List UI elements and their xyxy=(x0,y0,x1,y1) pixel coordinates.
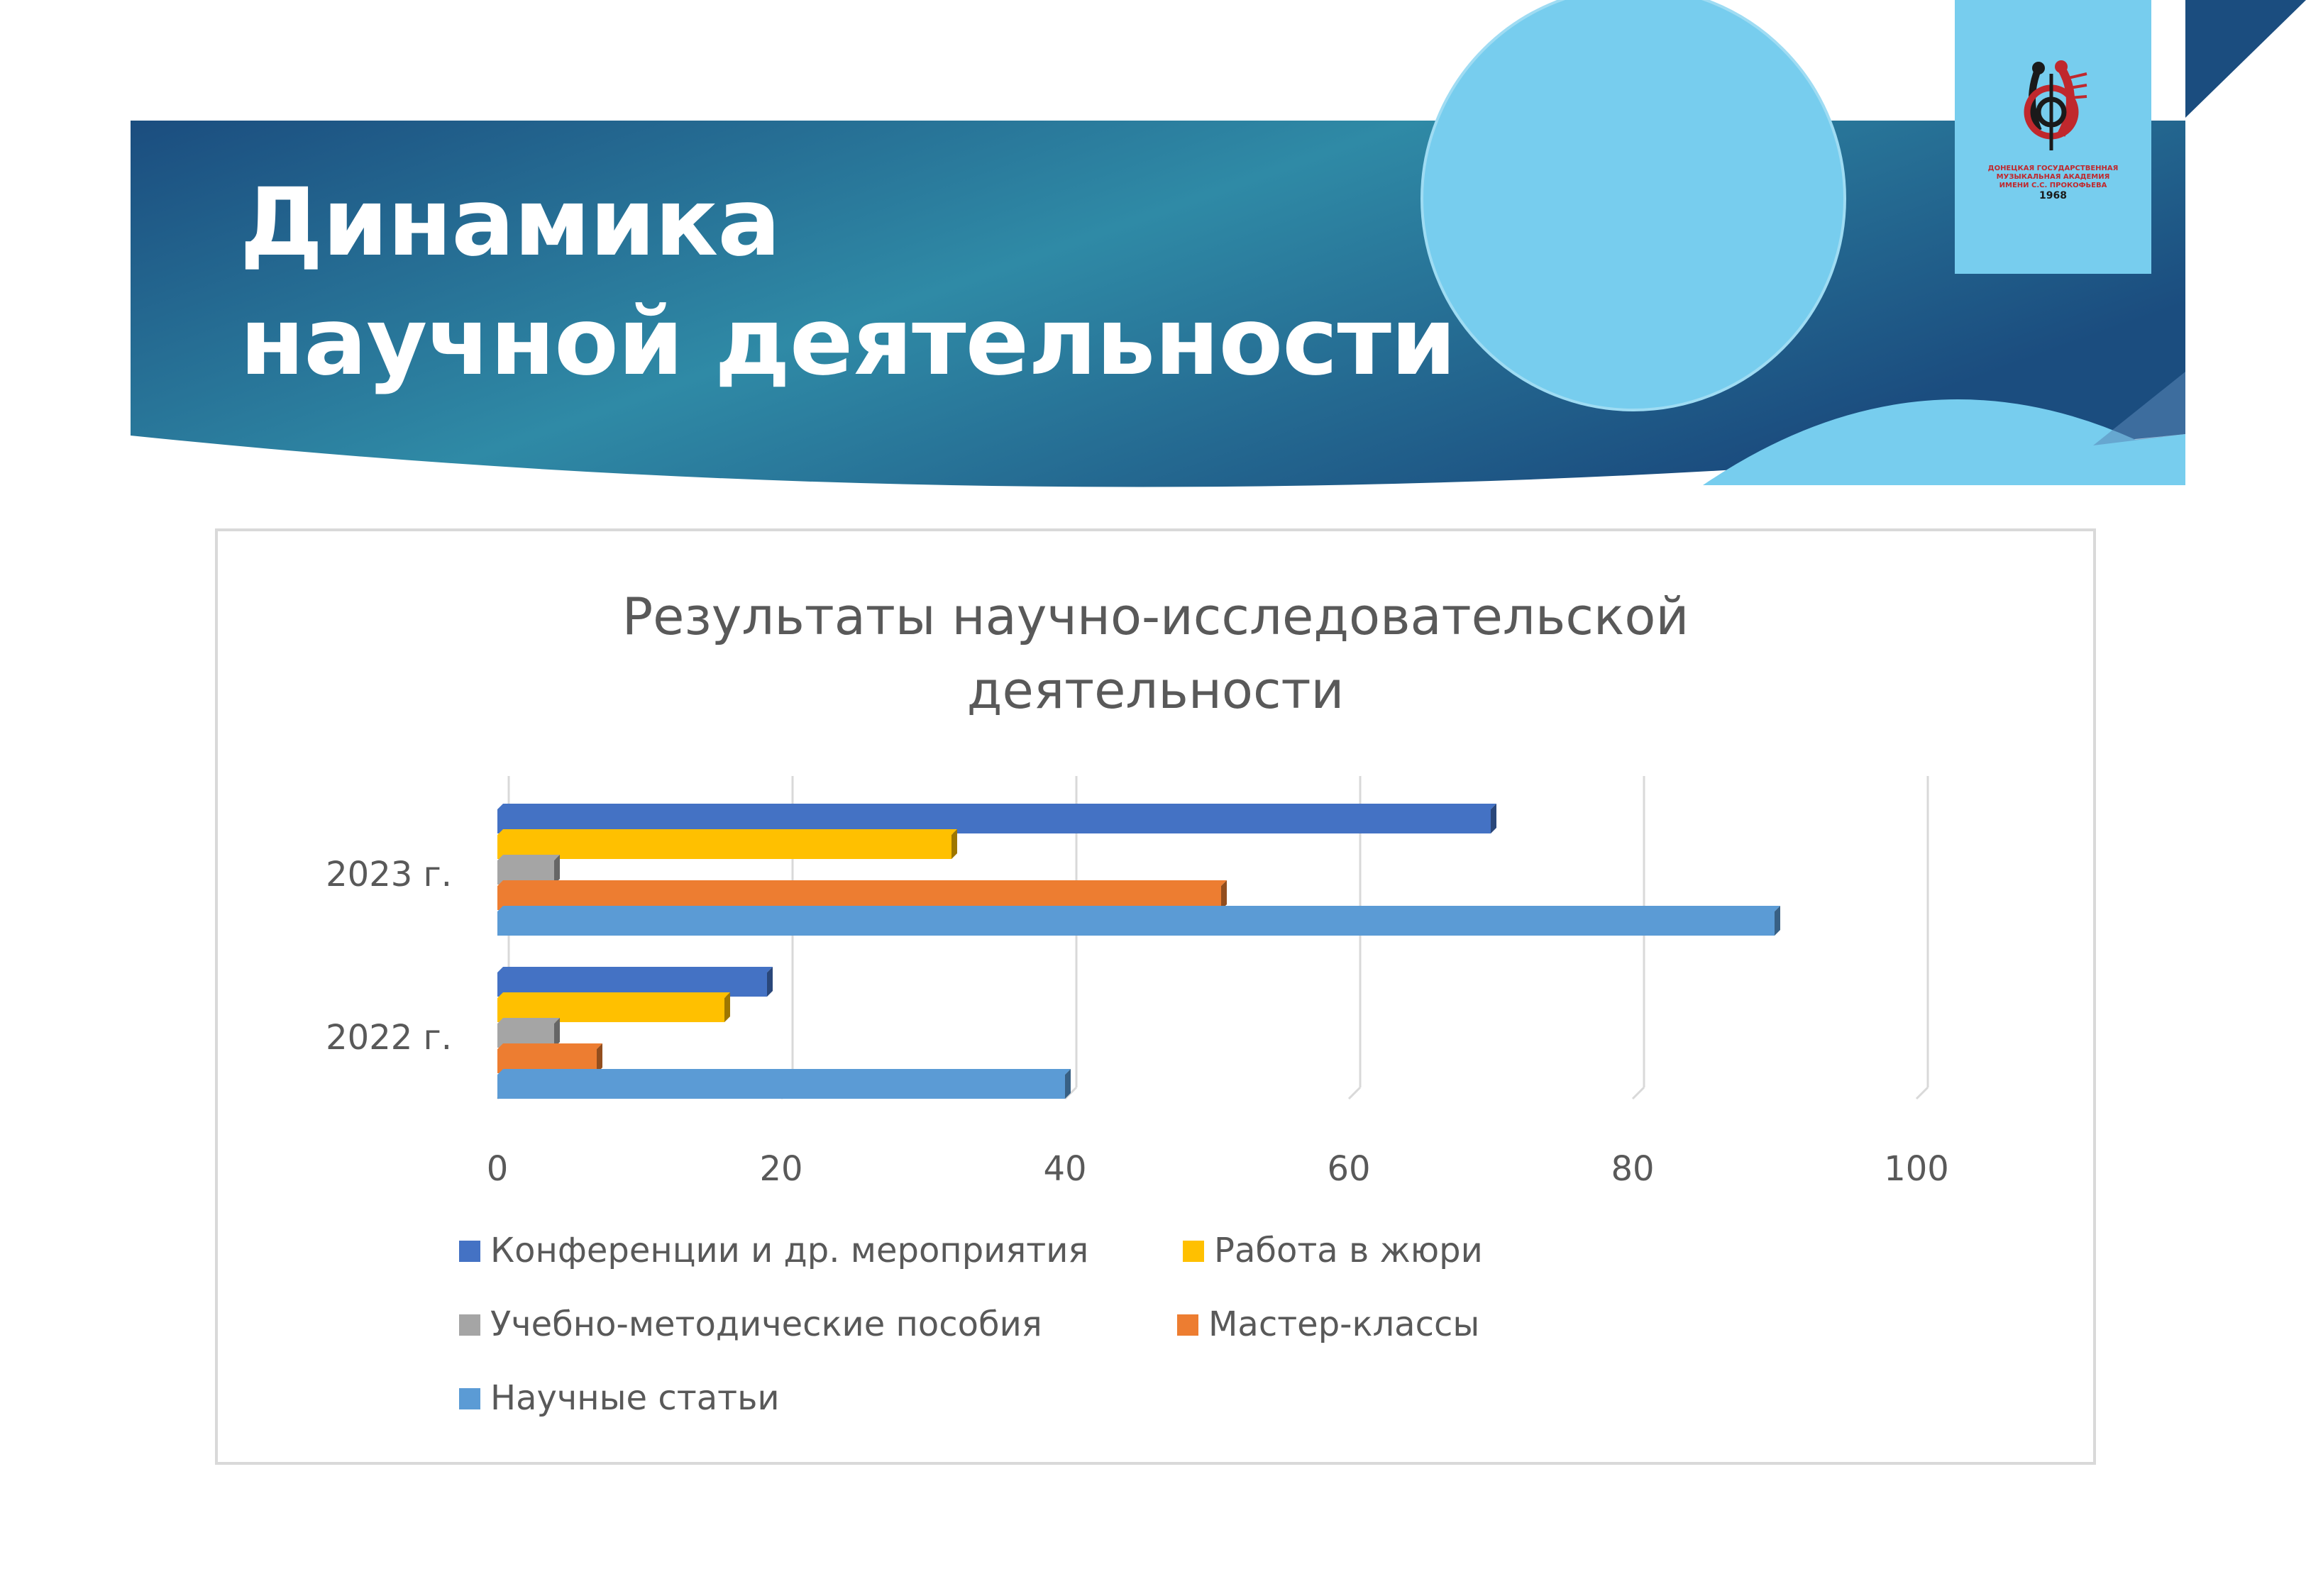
bar-top xyxy=(497,1043,602,1049)
bar-top xyxy=(497,1018,560,1024)
logo-text-line1: ДОНЕЦКАЯ ГОСУДАРСТВЕННАЯ xyxy=(1987,165,2119,172)
bar-chart: 0 20 40 60 80 100 2023 г. 2022 г. Конференции и … xyxy=(326,776,1949,1418)
legend-label: Мастер-классы xyxy=(1208,1304,1479,1344)
gridline-floor xyxy=(1915,1086,1929,1100)
legend-label: Работа в жюри xyxy=(1214,1231,1483,1270)
gridline-floor xyxy=(1631,1086,1645,1100)
bar-top xyxy=(497,992,730,998)
bar-side xyxy=(1491,804,1496,833)
bar-top xyxy=(497,906,1780,911)
x-tick-label: 60 xyxy=(1327,1149,1370,1189)
x-tick-label: 0 xyxy=(487,1149,509,1189)
category-label: 2023 г. xyxy=(326,855,452,894)
slide-title: Динамика научной деятельности xyxy=(240,163,1456,401)
x-tick-label: 100 xyxy=(1884,1149,1949,1189)
legend-swatch xyxy=(459,1314,480,1336)
bar-top xyxy=(497,855,560,860)
legend-swatch xyxy=(1183,1241,1204,1262)
logo-emblem-icon xyxy=(2024,60,2087,150)
bar-side xyxy=(1221,880,1227,910)
logo-year: 1968 xyxy=(2039,190,2067,201)
decor-circle-small xyxy=(1703,399,2185,485)
chart-title-line1: Результаты научно-исследовательской xyxy=(622,587,1689,646)
gridline-floor xyxy=(1347,1086,1362,1100)
x-tick-label: 40 xyxy=(1043,1149,1086,1189)
bar-top xyxy=(497,1069,1071,1075)
bar xyxy=(497,911,1775,936)
slide-title-line2: научной деятельности xyxy=(240,287,1456,397)
x-tick-label: 20 xyxy=(759,1149,802,1189)
bar-top xyxy=(497,829,957,835)
bar-top xyxy=(497,967,773,972)
bar-side xyxy=(951,829,957,859)
chart-title: Результаты научно-исследовательской деят… xyxy=(218,580,2093,727)
bar-side xyxy=(554,1018,560,1048)
bar-side xyxy=(1065,1069,1071,1099)
bar-side xyxy=(1775,906,1780,936)
decor-circle-large xyxy=(1420,0,1846,411)
category-label: 2022 г. xyxy=(326,1018,452,1058)
header-banner xyxy=(131,0,2306,487)
academy-logo: ДОНЕЦКАЯ ГОСУДАРСТВЕННАЯ МУЗЫКАЛЬНАЯ АКА… xyxy=(1955,0,2151,274)
legend-swatch xyxy=(1177,1314,1198,1336)
bar-side xyxy=(554,855,560,885)
bar xyxy=(497,1075,1065,1099)
legend-label: Конференции и др. мероприятия xyxy=(490,1231,1088,1270)
legend-label: Научные статьи xyxy=(490,1378,780,1418)
bar-top xyxy=(497,804,1496,809)
legend-swatch xyxy=(459,1241,480,1262)
logo-text-line3: ИМЕНИ С.С. ПРОКОФЬЕВА xyxy=(1999,182,2107,189)
decor-stripe xyxy=(2093,372,2185,445)
bar-side xyxy=(597,1043,602,1073)
corner-triangle xyxy=(2185,0,2306,118)
legend-swatch xyxy=(459,1388,480,1409)
chart-container: Результаты научно-исследовательской деят… xyxy=(215,528,2096,1465)
bar-side xyxy=(724,992,730,1022)
logo-text-line2: МУЗЫКАЛЬНАЯ АКАДЕМИЯ xyxy=(1996,173,2110,181)
x-tick-label: 80 xyxy=(1611,1149,1654,1189)
slide-title-line1: Динамика xyxy=(240,168,780,277)
legend-label: Учебно-методические пособия xyxy=(490,1304,1042,1344)
chart-title-line2: деятельности xyxy=(966,660,1345,720)
bar-top xyxy=(497,880,1227,886)
bar xyxy=(497,835,951,859)
bar-side xyxy=(767,967,773,997)
